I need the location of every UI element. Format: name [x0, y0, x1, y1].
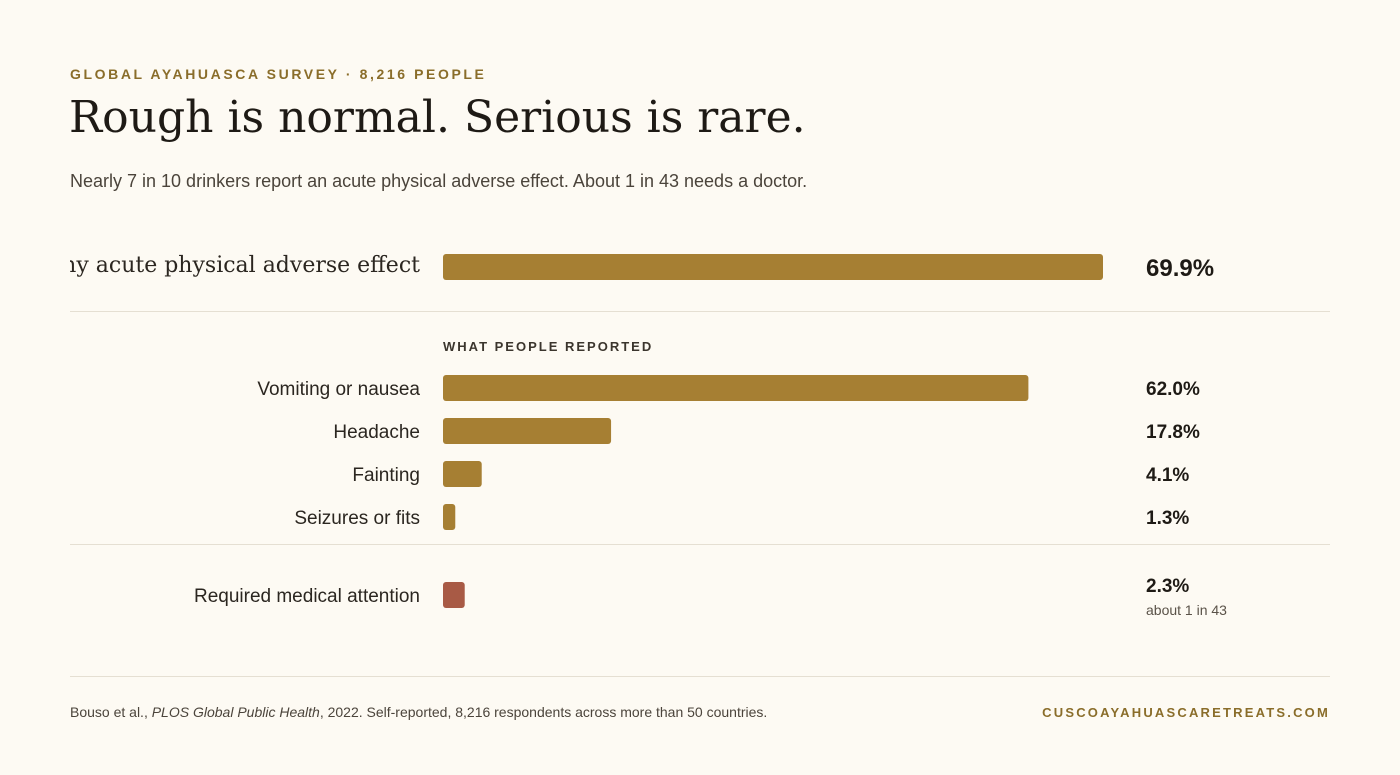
source-authors: Bouso et al., [70, 704, 152, 720]
bar-label-vomiting-or-nausea: Vomiting or nausea [257, 379, 420, 400]
bar-seizures-or-fits [443, 504, 456, 530]
subtitle: Nearly 7 in 10 drinkers report an acute … [70, 171, 808, 191]
bar-label-any-acute-physical-adverse-effect: Any acute physical adverse effect [70, 253, 420, 278]
page-title: Rough is normal. Serious is rare. [69, 92, 806, 143]
value-label-required-medical-attention: 2.3% [1146, 576, 1189, 597]
bar-headache [443, 418, 612, 444]
eyebrow: GLOBAL AYAHUASCA SURVEY · 8,216 PEOPLE [70, 66, 487, 82]
divider-bottom [70, 676, 1330, 677]
infographic: GLOBAL AYAHUASCA SURVEY · 8,216 PEOPLE R… [69, 0, 1330, 775]
bar-vomiting-or-nausea [443, 375, 1029, 401]
bar-fainting [443, 461, 482, 487]
value-label-headache: 17.8% [1146, 422, 1200, 443]
source-journal: PLOS Global Public Health [151, 704, 320, 720]
value-label-fainting: 4.1% [1146, 465, 1189, 486]
site-link[interactable]: CUSCOAYAHUASCARETREATS.COM [1042, 705, 1330, 720]
bar-required-medical-attention [443, 582, 465, 608]
bar-label-required-medical-attention: Required medical attention [194, 586, 420, 607]
value-label-any-acute-physical-adverse-effect: 69.9% [1146, 255, 1214, 282]
source-details: , 2022. Self-reported, 8,216 respondents… [319, 704, 768, 720]
divider-top [70, 311, 1330, 312]
bar-label-headache: Headache [333, 422, 420, 443]
value-note-required-medical-attention: about 1 in 43 [1146, 602, 1227, 618]
bar-label-seizures-or-fits: Seizures or fits [294, 508, 420, 529]
bar-label-fainting: Fainting [352, 465, 420, 486]
value-label-vomiting-or-nausea: 62.0% [1146, 379, 1200, 400]
bar-chart: Any acute physical adverse effect 69.9% WH… [70, 253, 1227, 618]
group-heading: WHAT PEOPLE REPORTED [443, 339, 653, 354]
value-label-seizures-or-fits: 1.3% [1146, 508, 1189, 529]
divider-middle [70, 544, 1330, 545]
bar-any-acute-physical-adverse-effect [443, 254, 1103, 280]
source-note: Bouso et al., PLOS Global Public Health,… [70, 704, 767, 720]
